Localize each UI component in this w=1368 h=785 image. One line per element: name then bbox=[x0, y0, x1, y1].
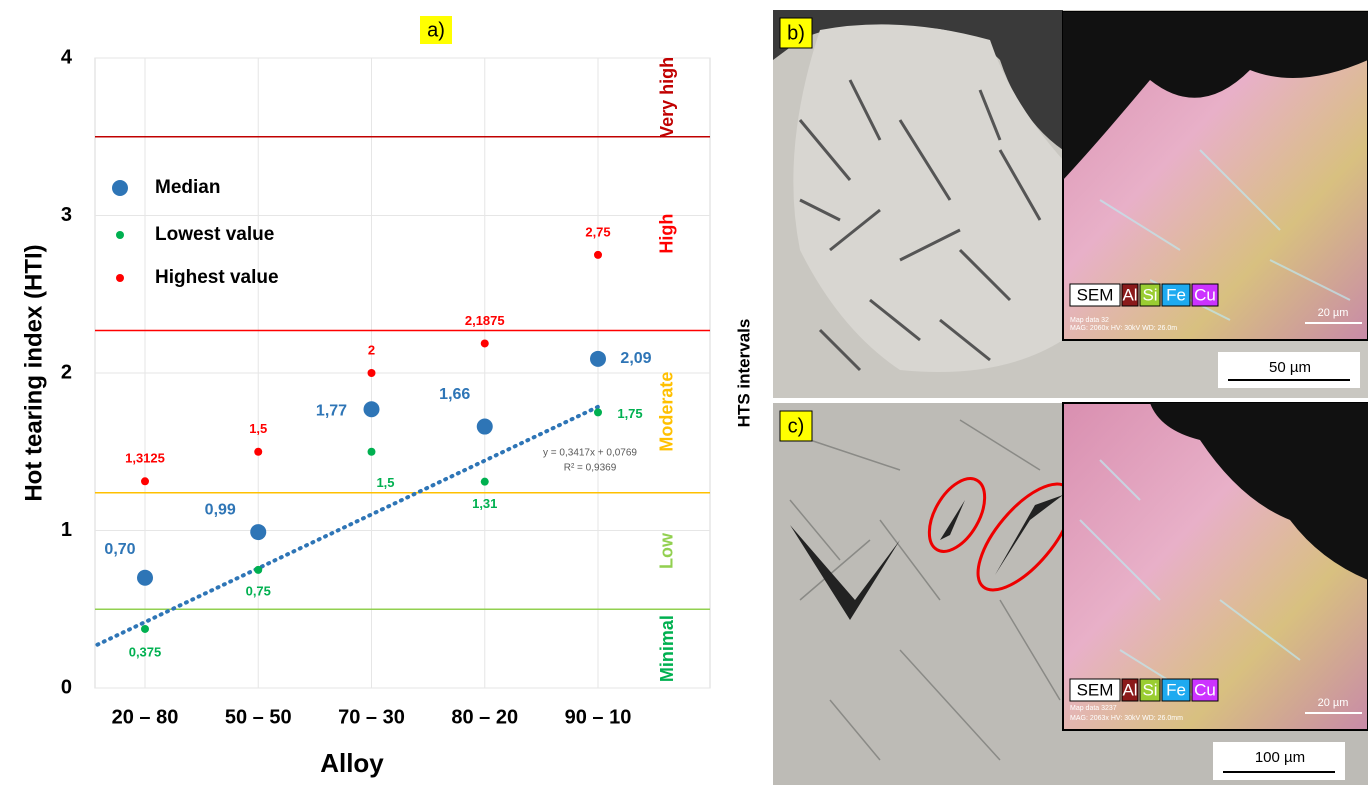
y2-axis-label: HTS intervals bbox=[734, 319, 753, 428]
legend-marker bbox=[112, 180, 128, 196]
x-tick-label: 50 – 50 bbox=[225, 706, 292, 728]
title-background bbox=[420, 16, 452, 44]
eds-label-background bbox=[1139, 283, 1161, 307]
map-info: Map data 32 bbox=[1070, 317, 1109, 324]
eds-label-background bbox=[1191, 283, 1219, 307]
data-point bbox=[254, 447, 263, 456]
panel-label-background bbox=[779, 410, 813, 442]
data-label: 1,5 bbox=[249, 421, 267, 436]
inset-scale-label: 20 µm bbox=[1318, 697, 1349, 709]
data-point bbox=[590, 350, 606, 367]
scale-label: 50 µm bbox=[1269, 359, 1311, 376]
map-info: MAG: 2060x HV: 30kV WD: 26.0m bbox=[1070, 325, 1177, 332]
eds-label-background bbox=[1069, 283, 1121, 307]
interval-label: Moderate bbox=[657, 372, 677, 452]
data-point bbox=[367, 369, 376, 377]
y-tick-label: 4 bbox=[61, 46, 73, 68]
data-label: 1,77 bbox=[316, 402, 347, 419]
eds-label: Fe bbox=[1166, 285, 1186, 304]
x-axis-label: Alloy bbox=[320, 748, 384, 778]
data-label: 2 bbox=[368, 342, 375, 357]
interval-label: Low bbox=[657, 532, 677, 569]
eds-label-background bbox=[1121, 283, 1139, 307]
panel-label: b) bbox=[787, 22, 805, 44]
interval-label: Minimal bbox=[657, 615, 677, 682]
micrograph-b bbox=[773, 10, 1368, 398]
eds-label-background bbox=[1191, 678, 1219, 702]
x-tick-label: 20 – 80 bbox=[112, 706, 179, 728]
legend-label: Median bbox=[155, 177, 220, 198]
y-tick-label: 2 bbox=[61, 361, 72, 383]
map-info: Map data 3237 bbox=[1070, 705, 1117, 712]
eds-label: Cu bbox=[1194, 680, 1216, 699]
data-label: 1,31 bbox=[472, 496, 497, 511]
eds-label-background bbox=[1139, 678, 1161, 702]
data-point bbox=[594, 250, 602, 259]
panel-label-background bbox=[779, 17, 813, 49]
eds-label-background bbox=[1069, 678, 1121, 702]
data-label: 1,66 bbox=[439, 386, 470, 403]
eds-label: SEM bbox=[1077, 285, 1114, 304]
x-tick-label: 90 – 10 bbox=[565, 706, 632, 728]
data-point bbox=[476, 418, 493, 435]
eds-label: Al bbox=[1122, 285, 1137, 304]
eds-label-background bbox=[1161, 678, 1191, 702]
panel-label: c) bbox=[788, 415, 805, 437]
data-label: 1,75 bbox=[617, 406, 642, 421]
data-point bbox=[480, 477, 489, 486]
eds-label: Si bbox=[1142, 680, 1157, 699]
eds-label: SEM bbox=[1077, 680, 1114, 699]
data-point bbox=[250, 524, 267, 541]
eds-label-background bbox=[1161, 283, 1191, 307]
micrograph-c bbox=[773, 402, 1368, 785]
x-tick-label: 70 – 30 bbox=[338, 706, 405, 728]
data-label: 0,75 bbox=[246, 583, 271, 598]
data-point bbox=[367, 447, 376, 456]
legend-label: Highest value bbox=[155, 267, 279, 288]
data-label: 2,09 bbox=[620, 350, 651, 367]
eds-label: Al bbox=[1122, 680, 1137, 699]
trendline-r2: R² = 0,9369 bbox=[564, 463, 617, 474]
data-point bbox=[254, 565, 263, 574]
data-label: 0,70 bbox=[104, 541, 135, 558]
interval-label: Very high bbox=[657, 57, 677, 138]
data-label: 2,1875 bbox=[465, 313, 505, 328]
eds-label: Cu bbox=[1194, 285, 1216, 304]
inset-scale-label: 20 µm bbox=[1318, 307, 1349, 319]
trendline bbox=[95, 404, 600, 647]
data-label: 0,99 bbox=[205, 501, 236, 518]
trendline-equation: y = 0,3417x + 0,0769 bbox=[543, 448, 637, 459]
data-point bbox=[480, 339, 489, 348]
data-label: 1,3125 bbox=[125, 451, 165, 466]
y-tick-label: 3 bbox=[61, 204, 72, 226]
legend-marker bbox=[116, 274, 124, 282]
interval-label: High bbox=[657, 214, 677, 254]
y-tick-label: 0 bbox=[61, 676, 72, 698]
data-point bbox=[363, 401, 380, 418]
legend-marker bbox=[116, 231, 124, 239]
y-tick-label: 1 bbox=[61, 519, 72, 541]
data-point bbox=[137, 569, 153, 586]
data-point bbox=[594, 408, 602, 417]
data-point bbox=[141, 624, 149, 633]
y-axis-label: Hot tearing index (HTI) bbox=[20, 244, 47, 501]
eds-label: Fe bbox=[1166, 680, 1186, 699]
x-tick-label: 80 – 20 bbox=[451, 706, 518, 728]
eds-label-background bbox=[1121, 678, 1139, 702]
data-label: 2,75 bbox=[585, 224, 610, 239]
data-label: 0,375 bbox=[129, 644, 162, 659]
eds-label: Si bbox=[1142, 285, 1157, 304]
legend-label: Lowest value bbox=[155, 224, 274, 245]
map-info: MAG: 2063x HV: 30kV WD: 26.0mm bbox=[1070, 715, 1183, 722]
data-label: 1,5 bbox=[376, 475, 394, 490]
scale-label: 100 µm bbox=[1255, 749, 1305, 766]
chart-title: a) bbox=[427, 19, 445, 41]
data-point bbox=[141, 477, 149, 486]
